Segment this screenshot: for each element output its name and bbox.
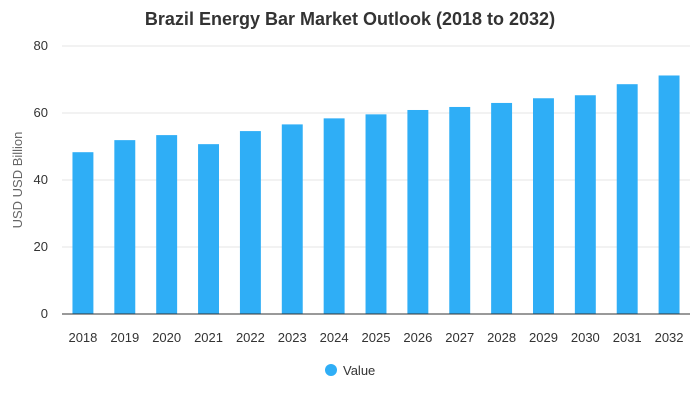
x-tick-label: 2028 bbox=[487, 330, 516, 345]
bar-2019 bbox=[114, 140, 136, 314]
x-tick-label: 2019 bbox=[110, 330, 139, 345]
x-axis-ticks: 2018 2019 2020 2021 2022 2023 2024 2025 2026 2027… bbox=[68, 330, 683, 345]
bar-2018 bbox=[72, 152, 94, 314]
bar-2024 bbox=[323, 118, 345, 314]
x-tick-label: 2020 bbox=[152, 330, 181, 345]
legend-marker bbox=[325, 364, 337, 376]
bar-2023 bbox=[281, 124, 303, 314]
x-tick-label: 2030 bbox=[571, 330, 600, 345]
bars bbox=[72, 75, 680, 315]
y-tick-label: 80 bbox=[34, 38, 48, 53]
y-tick-label: 0 bbox=[41, 306, 48, 321]
bar-2028 bbox=[491, 102, 513, 314]
x-tick-label: 2021 bbox=[194, 330, 223, 345]
bar-2030 bbox=[574, 95, 596, 315]
y-tick-label: 60 bbox=[34, 105, 48, 120]
y-axis-label: USD USD Billion bbox=[10, 132, 25, 229]
chart-title: Brazil Energy Bar Market Outlook (2018 t… bbox=[145, 9, 555, 29]
legend: Value bbox=[325, 363, 375, 378]
x-tick-label: 2026 bbox=[403, 330, 432, 345]
bar-2022 bbox=[239, 131, 261, 314]
x-tick-label: 2018 bbox=[68, 330, 97, 345]
x-tick-label: 2023 bbox=[278, 330, 307, 345]
bar-2032 bbox=[658, 75, 680, 314]
y-tick-label: 20 bbox=[34, 239, 48, 254]
legend-label: Value bbox=[343, 363, 375, 378]
x-tick-label: 2029 bbox=[529, 330, 558, 345]
y-tick-label: 40 bbox=[34, 172, 48, 187]
x-tick-label: 2032 bbox=[655, 330, 684, 345]
bar-2025 bbox=[365, 114, 387, 314]
bar-2026 bbox=[407, 109, 429, 314]
x-tick-label: 2025 bbox=[362, 330, 391, 345]
bar-2031 bbox=[616, 84, 638, 314]
bar-2020 bbox=[156, 135, 178, 314]
y-axis-ticks: 0 20 40 60 80 bbox=[34, 38, 48, 321]
bar-2027 bbox=[449, 106, 471, 314]
x-tick-label: 2022 bbox=[236, 330, 265, 345]
bar-2021 bbox=[198, 144, 219, 314]
bar-2029 bbox=[533, 98, 554, 314]
x-tick-label: 2031 bbox=[613, 330, 642, 345]
x-tick-label: 2024 bbox=[320, 330, 349, 345]
x-tick-label: 2027 bbox=[445, 330, 474, 345]
